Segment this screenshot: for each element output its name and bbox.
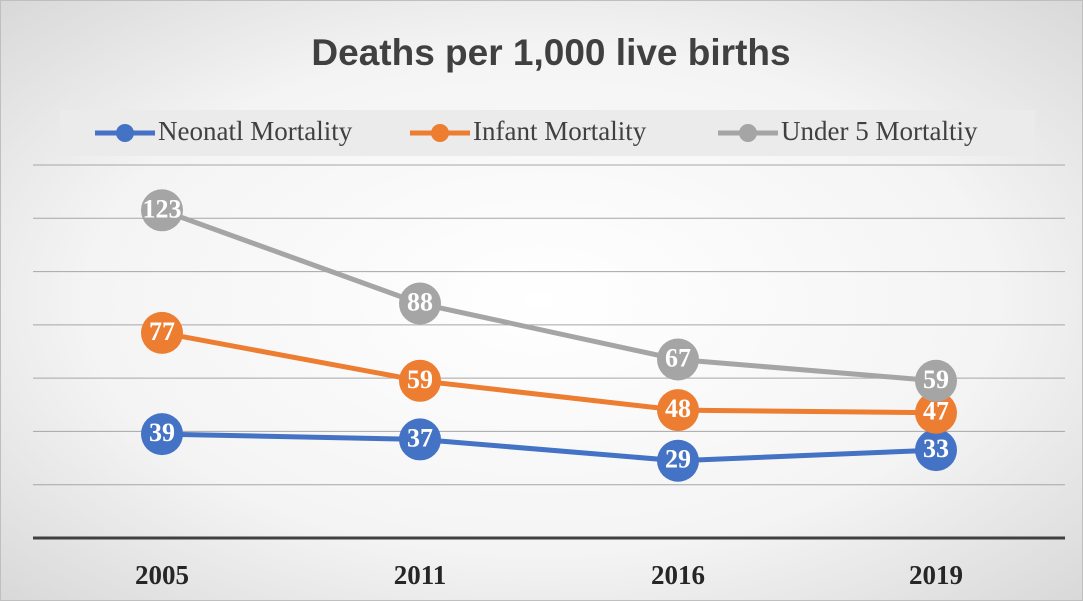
legend-box [60,110,1035,156]
data-point [657,439,699,482]
data-label: 33 [923,434,949,463]
data-point [141,189,183,232]
legend-label: Under 5 Mortaltiy [781,116,978,146]
legend-marker [739,124,757,142]
legend-label: Infant Mortality [473,116,647,146]
data-point [141,413,183,456]
x-tick-label: 2016 [651,560,705,590]
data-point [399,359,441,402]
data-point [915,359,957,402]
data-label: 59 [407,365,433,394]
data-point [915,429,957,472]
data-point [399,282,441,325]
legend-marker [431,124,449,142]
data-label: 59 [923,365,949,394]
data-point [399,418,441,461]
legend-label: Neonatl Mortality [158,116,353,146]
data-label: 67 [665,343,691,372]
x-tick-label: 2005 [135,560,189,590]
grid [33,164,1065,540]
series-line [161,207,937,384]
legend-marker [116,124,134,142]
data-point [657,389,699,432]
data-label: 39 [149,418,175,447]
data-point [915,391,957,434]
series-line [161,431,937,464]
series-line [161,330,937,416]
data-label: 37 [407,423,433,452]
data-label: 88 [407,288,433,317]
chart-title: Deaths per 1,000 live births [311,32,790,73]
data-point [141,311,183,354]
data-point [657,338,699,381]
x-tick-label: 2011 [394,560,447,590]
data-label: 123 [143,194,182,223]
data-label: 48 [665,394,691,423]
data-label: 77 [149,317,175,346]
x-tick-label: 2019 [909,560,963,590]
data-label: 29 [665,445,691,474]
